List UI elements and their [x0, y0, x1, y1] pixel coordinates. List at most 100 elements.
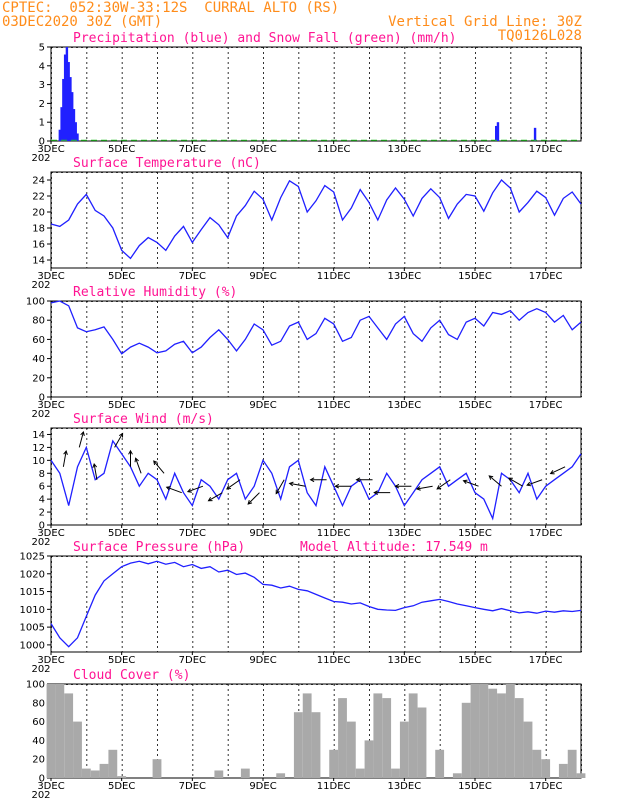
- wind-arrow: [114, 433, 124, 448]
- temp-xtick-label: 3DEC: [37, 271, 64, 282]
- wind-arrow-head: [394, 483, 400, 489]
- wind-xtick-label: 7DEC: [179, 528, 206, 539]
- rh-xtick-label: 7DEC: [179, 400, 206, 411]
- precip-xtick-label: 15DEC: [458, 144, 492, 155]
- wind-arrow: [93, 463, 98, 480]
- rh-ytick-label: 100: [26, 297, 45, 308]
- pressure-title: Surface Pressure (hPa): [73, 540, 245, 555]
- cloud-area-bar: [338, 698, 347, 778]
- cloud-area-bar: [73, 721, 82, 778]
- wind-xtick-label: 17DEC: [529, 528, 563, 539]
- pressure-ytick-label: 1010: [20, 605, 45, 616]
- temp-xtick-label: 9DEC: [249, 271, 276, 282]
- wind-ytick-label: 6: [39, 482, 45, 493]
- precip-panel: 0 1 2 3 4 5 3DEC 5DEC 7DEC 9DEC 11DEC 13DEC 15DEC 17D…: [31, 31, 582, 164]
- wind-title: Surface Wind (m/s): [73, 412, 214, 427]
- cloud-area-bar: [293, 712, 303, 778]
- cloud-xtick-label: 15DEC: [458, 781, 492, 792]
- precip-ytick-label: 2: [39, 99, 45, 110]
- precip-ytick-label: 4: [39, 61, 45, 72]
- rh-title: Relative Humidity (%): [73, 285, 237, 300]
- cloud-area-bar: [567, 749, 577, 778]
- header-date: 03DEC2020 30Z (GMT): [2, 14, 163, 30]
- cloud-ytick-label: 100: [26, 680, 45, 691]
- wind-xtick-label: 3DEC: [37, 528, 64, 539]
- wind-frame: [50, 427, 582, 526]
- wind-arrow-head: [526, 481, 532, 487]
- wind-arrow: [166, 486, 182, 494]
- pressure-ytick-label: 1005: [20, 623, 45, 634]
- wind-arrow-head: [165, 486, 171, 491]
- rh-xtick-label: 15DEC: [458, 400, 492, 411]
- wind-arrow: [226, 479, 241, 490]
- temp-xtick-label: 11DEC: [317, 271, 351, 282]
- temp-xtick-label: 13DEC: [387, 271, 421, 282]
- cloud-area-bar: [523, 721, 533, 778]
- wind-arrow: [275, 479, 285, 494]
- cloud-area-bar: [81, 768, 91, 778]
- rh-panel: 0 20 40 60 80 100 3DEC 5DEC 7DEC 9DEC 11DEC 13DEC 15…: [26, 285, 582, 420]
- cloud-area-bar: [373, 693, 383, 778]
- cloud-area-bar: [311, 712, 321, 778]
- wind-year-stub: 202: [31, 537, 50, 548]
- precip-bar: [495, 125, 498, 141]
- wind-arrow-head: [63, 450, 68, 455]
- precip-bar: [74, 122, 77, 141]
- wind-ytick-label: 14: [32, 430, 45, 441]
- cloud-area-bar: [399, 721, 409, 778]
- cloud-area-bar: [302, 693, 312, 778]
- rh-xtick-label: 3DEC: [37, 400, 64, 411]
- cloud-area-bar: [46, 684, 56, 778]
- cloud-area-bar: [364, 740, 374, 778]
- rh-ytick-label: 40: [32, 354, 45, 365]
- rh-xtick-label: 5DEC: [108, 400, 135, 411]
- pressure-ytick-label: 1020: [20, 569, 45, 580]
- wind-ytick-label: 8: [39, 469, 45, 480]
- temp-title: Surface Temperature (nC): [73, 156, 261, 171]
- precip-ytick-label: 3: [39, 80, 45, 91]
- cloud-area-bar: [488, 688, 498, 778]
- cloud-ytick-label: 0: [39, 774, 45, 785]
- wind-ytick-label: 4: [39, 495, 45, 506]
- wind-arrow-head: [128, 449, 133, 455]
- cloud-year-stub: 202: [31, 790, 50, 800]
- precip-bar: [76, 133, 79, 141]
- wind-arrow: [187, 485, 204, 493]
- cloud-area-bar: [452, 773, 462, 778]
- wind-arrow: [436, 479, 451, 490]
- wind-xtick-label: 11DEC: [317, 528, 351, 539]
- temp-ytick-label: 20: [32, 208, 45, 219]
- cloud-ytick-label: 60: [32, 717, 45, 728]
- cloud-xtick-label: 17DEC: [529, 781, 563, 792]
- cloud-area-bar: [329, 749, 339, 778]
- cloud-area-bar: [382, 698, 392, 778]
- wind-arrow-head: [80, 430, 85, 436]
- pressure-xtick-label: 3DEC: [37, 655, 64, 666]
- pressure-ytick-label: 1000: [20, 640, 45, 651]
- cloud-ytick-label: 40: [32, 736, 45, 747]
- temp-xtick-label: 15DEC: [458, 271, 492, 282]
- cloud-area-bar: [55, 684, 65, 778]
- header-model-id: TQ0126L028: [497, 28, 582, 44]
- wind-xtick-label: 13DEC: [387, 528, 421, 539]
- wind-arrow: [416, 485, 433, 490]
- precip-bar: [63, 54, 67, 141]
- precip-bar: [62, 78, 65, 141]
- wind-arrow: [135, 458, 142, 474]
- wind-arrow-head: [334, 483, 340, 489]
- wind-arrow-head: [415, 486, 421, 491]
- pressure-xtick-label: 15DEC: [458, 655, 492, 666]
- cloud-area-bar: [108, 749, 118, 778]
- cloud-xtick-label: 9DEC: [249, 781, 276, 792]
- rh-ytick-label: 20: [32, 373, 45, 384]
- pressure-year-stub: 202: [31, 664, 50, 675]
- pressure-xtick-label: 17DEC: [529, 655, 563, 666]
- wind-arrow: [463, 480, 479, 487]
- temp-frame: [50, 171, 582, 269]
- header-vgrid: Vertical Grid Line: 30Z: [388, 14, 582, 30]
- rh-year-stub: 202: [31, 409, 50, 420]
- wind-arrow-head: [226, 485, 231, 490]
- rh-ytick-label: 0: [39, 393, 45, 404]
- precip-xtick-label: 7DEC: [179, 144, 206, 155]
